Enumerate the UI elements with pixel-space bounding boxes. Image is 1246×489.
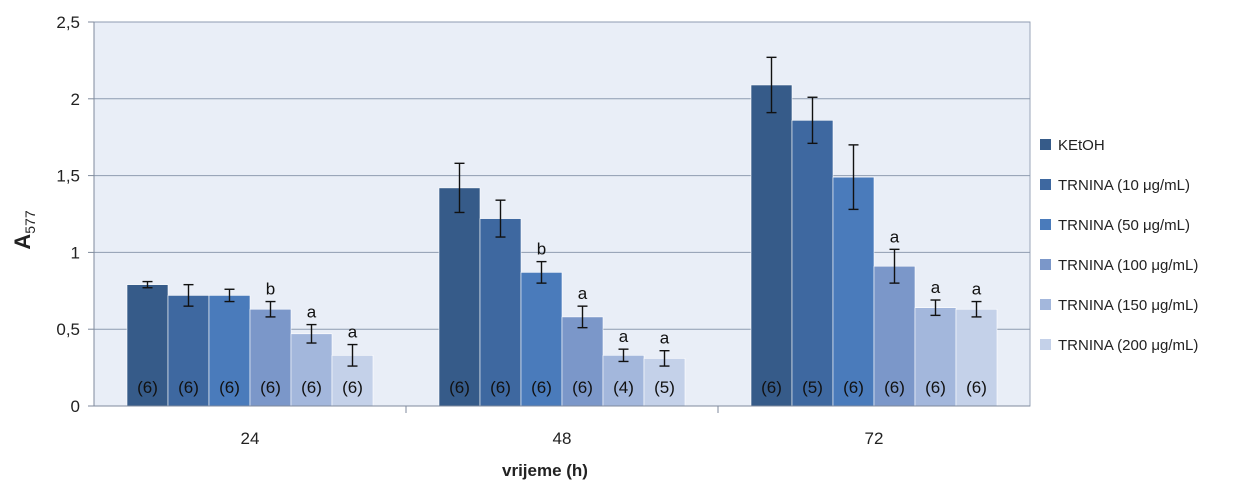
sample-size-label: (6) <box>342 378 363 397</box>
sample-size-label: (6) <box>884 378 905 397</box>
sample-size-label: (6) <box>925 378 946 397</box>
y-tick-label: 2 <box>71 90 80 109</box>
bar <box>750 84 793 407</box>
legend-label: TRNINA (150 μg/mL) <box>1058 297 1198 314</box>
bar <box>873 265 916 407</box>
significance-label: a <box>307 303 317 322</box>
y-tick-label: 2,5 <box>56 13 80 32</box>
sample-size-label: (6) <box>178 378 199 397</box>
legend-label: TRNINA (10 μg/mL) <box>1058 177 1190 194</box>
legend-label: TRNINA (100 μg/mL) <box>1058 257 1198 274</box>
axes: 0 0,5 1 1,5 2 2,5 24 48 72 <box>56 13 1030 448</box>
legend: KEtOH TRNINA (10 μg/mL) TRNINA (50 μg/mL) T… <box>1040 137 1198 354</box>
legend-label: TRNINA (200 μg/mL) <box>1058 337 1198 354</box>
sample-size-label: (6) <box>219 378 240 397</box>
sample-size-label: (6) <box>449 378 470 397</box>
bar <box>520 272 563 407</box>
y-axis-label: A577 <box>10 210 38 249</box>
sample-size-label: (6) <box>260 378 281 397</box>
legend-swatch <box>1040 219 1051 230</box>
x-tick-label: 24 <box>241 429 260 448</box>
legend-swatch <box>1040 299 1051 310</box>
sample-size-label: (6) <box>531 378 552 397</box>
bar <box>438 187 481 407</box>
legend-swatch <box>1040 139 1051 150</box>
bar <box>249 308 292 407</box>
sample-size-label: (6) <box>490 378 511 397</box>
significance-label: b <box>537 240 546 259</box>
y-tick-label: 0,5 <box>56 320 80 339</box>
x-axis-label: vrijeme (h) <box>502 461 588 480</box>
significance-label: b <box>266 280 275 299</box>
bars: (6) (6) (6) (6) b (6) a (6) a (6) (6) (6) b (6) a (4) a (… <box>126 56 998 407</box>
significance-label: a <box>578 284 588 303</box>
bar <box>791 120 834 407</box>
significance-label: a <box>348 323 358 342</box>
y-axis-label-sub: 577 <box>22 210 38 234</box>
sample-size-label: (5) <box>802 378 823 397</box>
legend-label: KEtOH <box>1058 137 1105 154</box>
sample-size-label: (6) <box>572 378 593 397</box>
sample-size-label: (5) <box>654 378 675 397</box>
sample-size-label: (6) <box>966 378 987 397</box>
sample-size-label: (6) <box>137 378 158 397</box>
x-tick-label: 72 <box>865 429 884 448</box>
bar <box>561 316 604 407</box>
bar <box>290 333 333 407</box>
sample-size-label: (4) <box>613 378 634 397</box>
legend-swatch <box>1040 259 1051 270</box>
legend-swatch <box>1040 339 1051 350</box>
legend-swatch <box>1040 179 1051 190</box>
significance-label: a <box>890 227 900 246</box>
y-tick-label: 1 <box>71 243 80 262</box>
y-tick-label: 0 <box>71 397 80 416</box>
sample-size-label: (6) <box>761 378 782 397</box>
y-axis-label-main: A <box>10 234 35 250</box>
bar <box>208 295 251 407</box>
significance-label: a <box>972 280 982 299</box>
bar <box>832 176 875 407</box>
sample-size-label: (6) <box>843 378 864 397</box>
sample-size-label: (6) <box>301 378 322 397</box>
legend-label: TRNINA (50 μg/mL) <box>1058 217 1190 234</box>
y-tick-label: 1,5 <box>56 167 80 186</box>
bar <box>914 307 957 407</box>
significance-label: a <box>619 327 629 346</box>
significance-label: a <box>931 278 941 297</box>
significance-label: a <box>660 329 670 348</box>
x-tick-label: 48 <box>553 429 572 448</box>
